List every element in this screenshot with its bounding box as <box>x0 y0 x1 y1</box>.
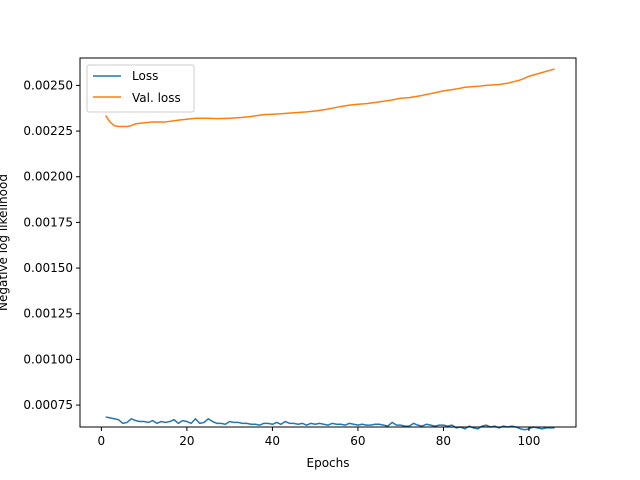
x-tick-label: 100 <box>518 434 541 448</box>
y-tick-label: 0.00125 <box>23 307 73 321</box>
legend-label-loss: Loss <box>132 69 158 83</box>
plot-frame <box>79 57 577 428</box>
y-tick-label: 0.00100 <box>23 352 73 366</box>
y-axis-label: Negative log likelihood <box>0 174 10 311</box>
y-tick-label: 0.00225 <box>23 124 73 138</box>
series-line-val-loss <box>105 68 555 128</box>
x-tick-label: 20 <box>179 434 194 448</box>
legend: Loss Val. loss <box>86 64 195 113</box>
y-tick-label: 0.00200 <box>23 170 73 184</box>
x-tick-label: 0 <box>98 434 106 448</box>
y-tick-label: 0.00175 <box>23 215 73 229</box>
y-tick-label: 0.00250 <box>23 78 73 92</box>
y-tick-label: 0.00075 <box>23 398 73 412</box>
x-tick-label: 40 <box>265 434 280 448</box>
y-tick-label: 0.00150 <box>23 261 73 275</box>
legend-label-val-loss: Val. loss <box>132 91 181 105</box>
x-tick-label: 80 <box>436 434 451 448</box>
x-tick-label: 60 <box>350 434 365 448</box>
x-axis-ticks: 0 20 40 60 80 100 <box>98 427 541 448</box>
y-axis-ticks: 0.00075 0.00100 0.00125 0.00150 0.00175 0.002… <box>23 78 80 412</box>
x-axis-label: Epochs <box>307 456 350 470</box>
